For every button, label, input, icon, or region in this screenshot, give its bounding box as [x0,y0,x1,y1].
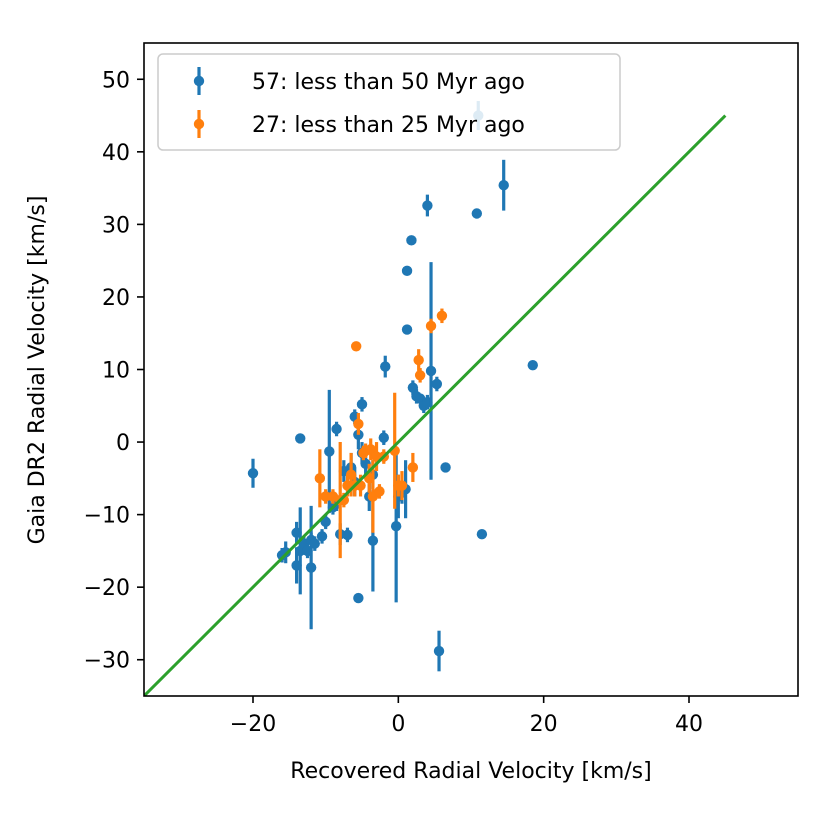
legend-marker [193,75,205,87]
data-point [350,341,362,352]
legend-entry-2: 27: less than 25 Myr ago [193,110,525,138]
axes: −20 0 20 40 −30 −20 −10 0 10 20 30 40 50 [84,42,799,737]
series-1 [247,101,538,672]
x-tick-label: −20 [230,712,276,737]
data-point [247,468,259,479]
x-tick-label: 0 [391,712,405,737]
data-point [498,180,509,191]
y-axis-label: Gaia DR2 Radial Velocity [km/s] [25,196,50,545]
data-point [425,320,437,332]
legend-entry-1: 57: less than 50 Myr ago [193,67,525,95]
data-point [401,265,413,277]
data-point [413,354,424,366]
data-point [305,562,317,573]
data-point [353,418,364,430]
data-point [316,531,328,542]
y-tick-label: 30 [102,213,130,238]
data-point [433,645,445,657]
data-point [396,480,408,491]
data-point [320,491,331,502]
y-tick-label: 50 [102,68,130,93]
data-point [471,208,483,219]
y-tick-label: 20 [102,286,130,311]
x-tick-label: 40 [675,712,703,737]
data-point [353,592,364,604]
data-point [390,521,402,532]
data-point [365,444,376,455]
y-tick-label: 40 [102,141,130,166]
identity-line [144,114,727,696]
x-tick-label: 20 [530,712,558,737]
data-point [280,547,291,558]
data-point [407,462,419,473]
data-point [295,433,306,444]
data-point [401,324,413,335]
y-tick-label: −10 [84,504,130,529]
plot-marks [144,101,727,696]
data-point [425,365,437,377]
data-point [440,462,451,473]
data-point [374,486,385,497]
y-tick-label: −30 [84,649,130,674]
data-point [414,370,426,381]
data-point [378,432,389,443]
data-point [431,378,443,390]
data-point [324,446,335,457]
data-point [342,529,353,541]
series-3 [144,114,727,696]
y-tick-label: −20 [84,576,130,601]
data-point [406,235,417,246]
legend-box [157,53,621,151]
data-point [309,538,320,549]
data-point [314,473,326,484]
data-point [331,423,342,435]
data-point [367,535,379,546]
legend: 57: less than 50 Myr ago 27: less than 25… [157,53,621,151]
data-point [476,529,488,540]
data-point [527,359,538,371]
x-axis-label: Recovered Radial Velocity [km/s] [290,759,651,784]
legend-label: 57: less than 50 Myr ago [252,70,525,95]
plot-area [144,101,727,696]
y-tick-label: 10 [102,359,130,384]
data-point [422,200,433,211]
legend-label: 27: less than 25 Myr ago [252,113,525,138]
data-point [436,310,448,322]
y-tick-label: 0 [116,431,130,456]
data-point [356,399,368,410]
legend-marker [193,118,205,130]
data-point [380,361,391,372]
